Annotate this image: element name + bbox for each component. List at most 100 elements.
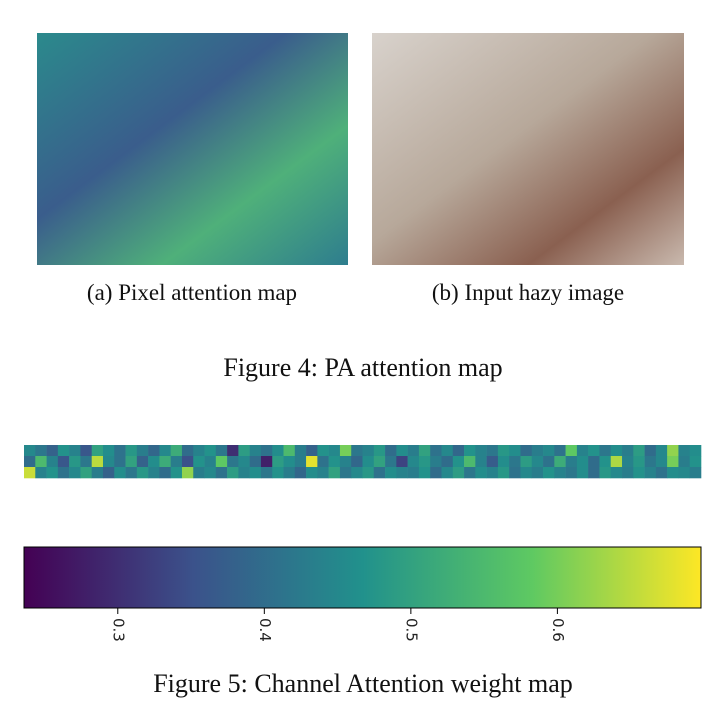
colorbar-ticks: 0.3 0.4 0.5 0.6 (109, 608, 567, 642)
colorbar-tick-label: 0.5 (402, 618, 420, 642)
heatmap-cell (430, 456, 442, 468)
heatmap-cell (418, 445, 431, 457)
heatmap-cell (35, 467, 47, 479)
colorbar (23, 546, 702, 609)
heatmap-cell (633, 467, 645, 479)
heatmap-cell (91, 456, 104, 468)
figure-caption: Figure 4: PA attention map (223, 353, 502, 382)
heatmap-cell (531, 456, 544, 468)
heatmap-cell (576, 445, 589, 457)
heatmap-cell (689, 456, 702, 468)
heatmap-cell (283, 445, 296, 457)
heatmap-cell (339, 456, 352, 468)
heatmap-cell (204, 456, 217, 468)
heatmap-cell (272, 467, 284, 479)
heatmap-cell (35, 456, 47, 468)
heatmap-cell (260, 467, 273, 479)
heatmap-cell (441, 445, 454, 457)
heatmap-cell (678, 445, 691, 457)
heatmap-cell (610, 456, 623, 468)
heatmap-cell (554, 445, 566, 457)
heatmap-cell (407, 456, 420, 468)
heatmap-cell (531, 467, 544, 479)
heatmap-cell (181, 456, 194, 468)
heatmap-cell (644, 467, 657, 479)
heatmap-cell (362, 456, 375, 468)
heatmap-cell (306, 456, 318, 468)
heatmap-cell (46, 445, 59, 457)
heatmap-cell (667, 445, 679, 457)
heatmap-cell (644, 445, 657, 457)
heatmap-cell (148, 445, 160, 457)
heatmap-cell (418, 456, 431, 468)
heatmap-cell (294, 445, 307, 457)
heatmap-cell (396, 456, 408, 468)
heatmap-cell (407, 467, 420, 479)
heatmap-cell (622, 445, 634, 457)
heatmap-cell (678, 467, 691, 479)
heatmap-cell (531, 445, 544, 457)
heatmap-cell (452, 445, 465, 457)
heatmap-cell (430, 445, 442, 457)
heatmap-cell (373, 467, 386, 479)
subcaption: (a) Pixel attention map (87, 280, 297, 305)
heatmap-cell (215, 456, 228, 468)
heatmap-cell (204, 467, 217, 479)
heatmap-cell (125, 456, 138, 468)
heatmap-cell (543, 467, 555, 479)
heatmap-cell (91, 467, 104, 479)
heatmap-cell (102, 467, 115, 479)
colorbar-tick-label: 0.4 (256, 618, 274, 642)
heatmap-cell (136, 467, 149, 479)
heatmap-cell (227, 467, 239, 479)
heatmap-cell (554, 456, 566, 468)
heatmap-cell (272, 445, 284, 457)
heatmap-cell (610, 445, 623, 457)
heatmap-cell (565, 467, 578, 479)
heatmap-cell (69, 467, 81, 479)
colorbar-tick-label: 0.3 (109, 618, 127, 642)
heatmap-cell (328, 445, 341, 457)
heatmap-cell (486, 456, 499, 468)
heatmap-cell (655, 456, 668, 468)
heatmap-cell (80, 456, 92, 468)
heatmap-cell (260, 445, 273, 457)
heatmap-cell (689, 467, 702, 479)
heatmap-cell (475, 445, 487, 457)
heatmap-cell (317, 467, 329, 479)
heatmap-cell (373, 456, 386, 468)
heatmap-cell (441, 456, 454, 468)
heatmap-cell (667, 467, 679, 479)
heatmap-cell (385, 467, 397, 479)
heatmap-cell (260, 456, 273, 468)
heatmap-cell (599, 456, 612, 468)
heatmap-cell (24, 445, 36, 457)
heatmap-cell (486, 467, 499, 479)
heatmap-cell (633, 456, 645, 468)
heatmap-cell (238, 467, 250, 479)
heatmap-cell (317, 456, 329, 468)
heatmap-cell (396, 445, 408, 457)
heatmap-cell (24, 467, 36, 479)
heatmap-cell (181, 467, 194, 479)
heatmap-cell (599, 467, 612, 479)
heatmap-cell (306, 467, 318, 479)
heatmap-cell (249, 456, 262, 468)
heatmap-cell (351, 445, 363, 457)
heatmap-cell (418, 467, 431, 479)
heatmap-cell (339, 467, 352, 479)
heatmap-cell (543, 445, 555, 457)
heatmap-cell (576, 467, 589, 479)
heatmap (24, 445, 702, 479)
subcaption: (b) Input hazy image (432, 280, 624, 305)
heatmap-cell (69, 445, 81, 457)
heatmap-cell (385, 456, 397, 468)
heatmap-cell (35, 445, 47, 457)
heatmap-cell (543, 456, 555, 468)
heatmap-cell (678, 456, 691, 468)
heatmap-cell (114, 456, 126, 468)
heatmap-cell (294, 456, 307, 468)
heatmap-cell (193, 467, 205, 479)
heatmap-cell (125, 445, 138, 457)
